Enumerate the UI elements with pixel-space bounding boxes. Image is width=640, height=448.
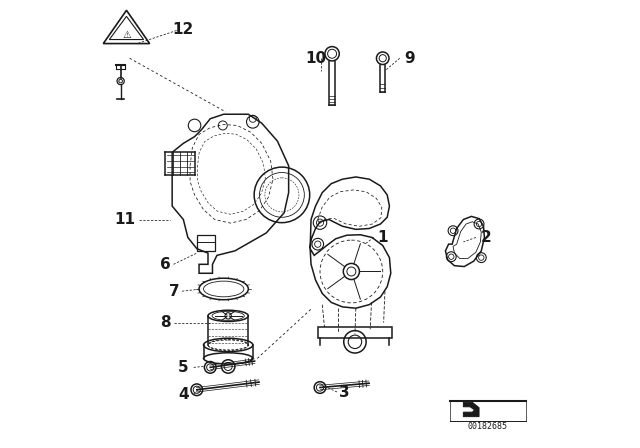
- Text: 4: 4: [178, 387, 189, 402]
- Text: 8: 8: [160, 315, 171, 330]
- Text: 1: 1: [378, 230, 388, 245]
- Text: 7: 7: [169, 284, 180, 299]
- Text: 5: 5: [178, 360, 189, 375]
- Text: ⚠: ⚠: [122, 30, 131, 40]
- Text: 3: 3: [339, 384, 350, 400]
- Text: 9: 9: [404, 51, 415, 66]
- Text: 00182685: 00182685: [468, 422, 508, 431]
- Text: 12: 12: [173, 22, 194, 37]
- Text: 6: 6: [160, 257, 171, 272]
- Text: 2: 2: [481, 230, 491, 245]
- Polygon shape: [463, 402, 479, 417]
- Text: 11: 11: [115, 212, 136, 227]
- Text: 10: 10: [305, 51, 326, 66]
